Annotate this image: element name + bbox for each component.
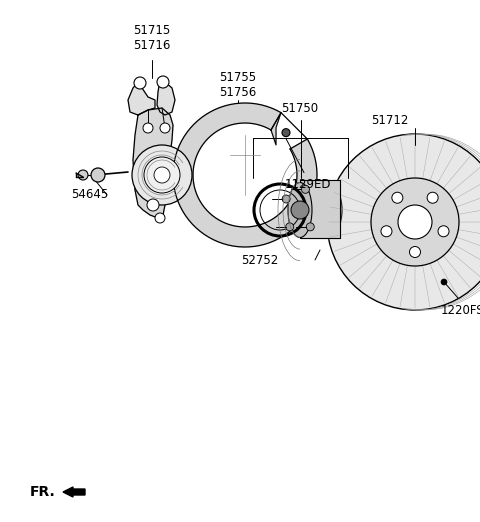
- Polygon shape: [271, 113, 281, 145]
- Circle shape: [143, 123, 153, 133]
- Circle shape: [91, 168, 105, 182]
- Circle shape: [144, 157, 180, 193]
- Text: 51750: 51750: [281, 101, 319, 114]
- Circle shape: [409, 246, 420, 257]
- Text: 1220FS: 1220FS: [440, 303, 480, 316]
- Ellipse shape: [314, 183, 342, 238]
- Circle shape: [327, 134, 480, 310]
- Polygon shape: [128, 80, 155, 115]
- Circle shape: [282, 128, 290, 137]
- Text: 54645: 54645: [72, 188, 108, 201]
- Circle shape: [441, 279, 447, 285]
- Circle shape: [381, 226, 392, 237]
- Circle shape: [147, 199, 159, 211]
- Circle shape: [160, 123, 170, 133]
- Circle shape: [398, 205, 432, 239]
- Circle shape: [306, 223, 314, 231]
- Circle shape: [371, 178, 459, 266]
- Circle shape: [155, 213, 165, 223]
- Polygon shape: [133, 108, 173, 218]
- Ellipse shape: [288, 183, 312, 238]
- FancyArrow shape: [63, 487, 85, 497]
- Circle shape: [291, 201, 309, 219]
- Text: 51712: 51712: [372, 113, 408, 126]
- Text: 51715
51716: 51715 51716: [133, 24, 171, 52]
- Text: 1129ED: 1129ED: [285, 178, 331, 191]
- Circle shape: [427, 192, 438, 203]
- Polygon shape: [300, 180, 340, 238]
- Circle shape: [392, 192, 403, 203]
- Circle shape: [282, 195, 290, 203]
- Text: FR.: FR.: [30, 485, 56, 499]
- Polygon shape: [157, 80, 175, 115]
- Circle shape: [132, 145, 192, 205]
- Circle shape: [438, 226, 449, 237]
- Circle shape: [134, 77, 146, 89]
- Circle shape: [286, 223, 294, 231]
- Circle shape: [78, 170, 88, 180]
- Circle shape: [154, 167, 170, 183]
- Text: 52752: 52752: [241, 254, 278, 267]
- Circle shape: [301, 185, 310, 193]
- Polygon shape: [173, 103, 317, 247]
- Circle shape: [157, 76, 169, 88]
- Text: 51755
51756: 51755 51756: [219, 71, 257, 99]
